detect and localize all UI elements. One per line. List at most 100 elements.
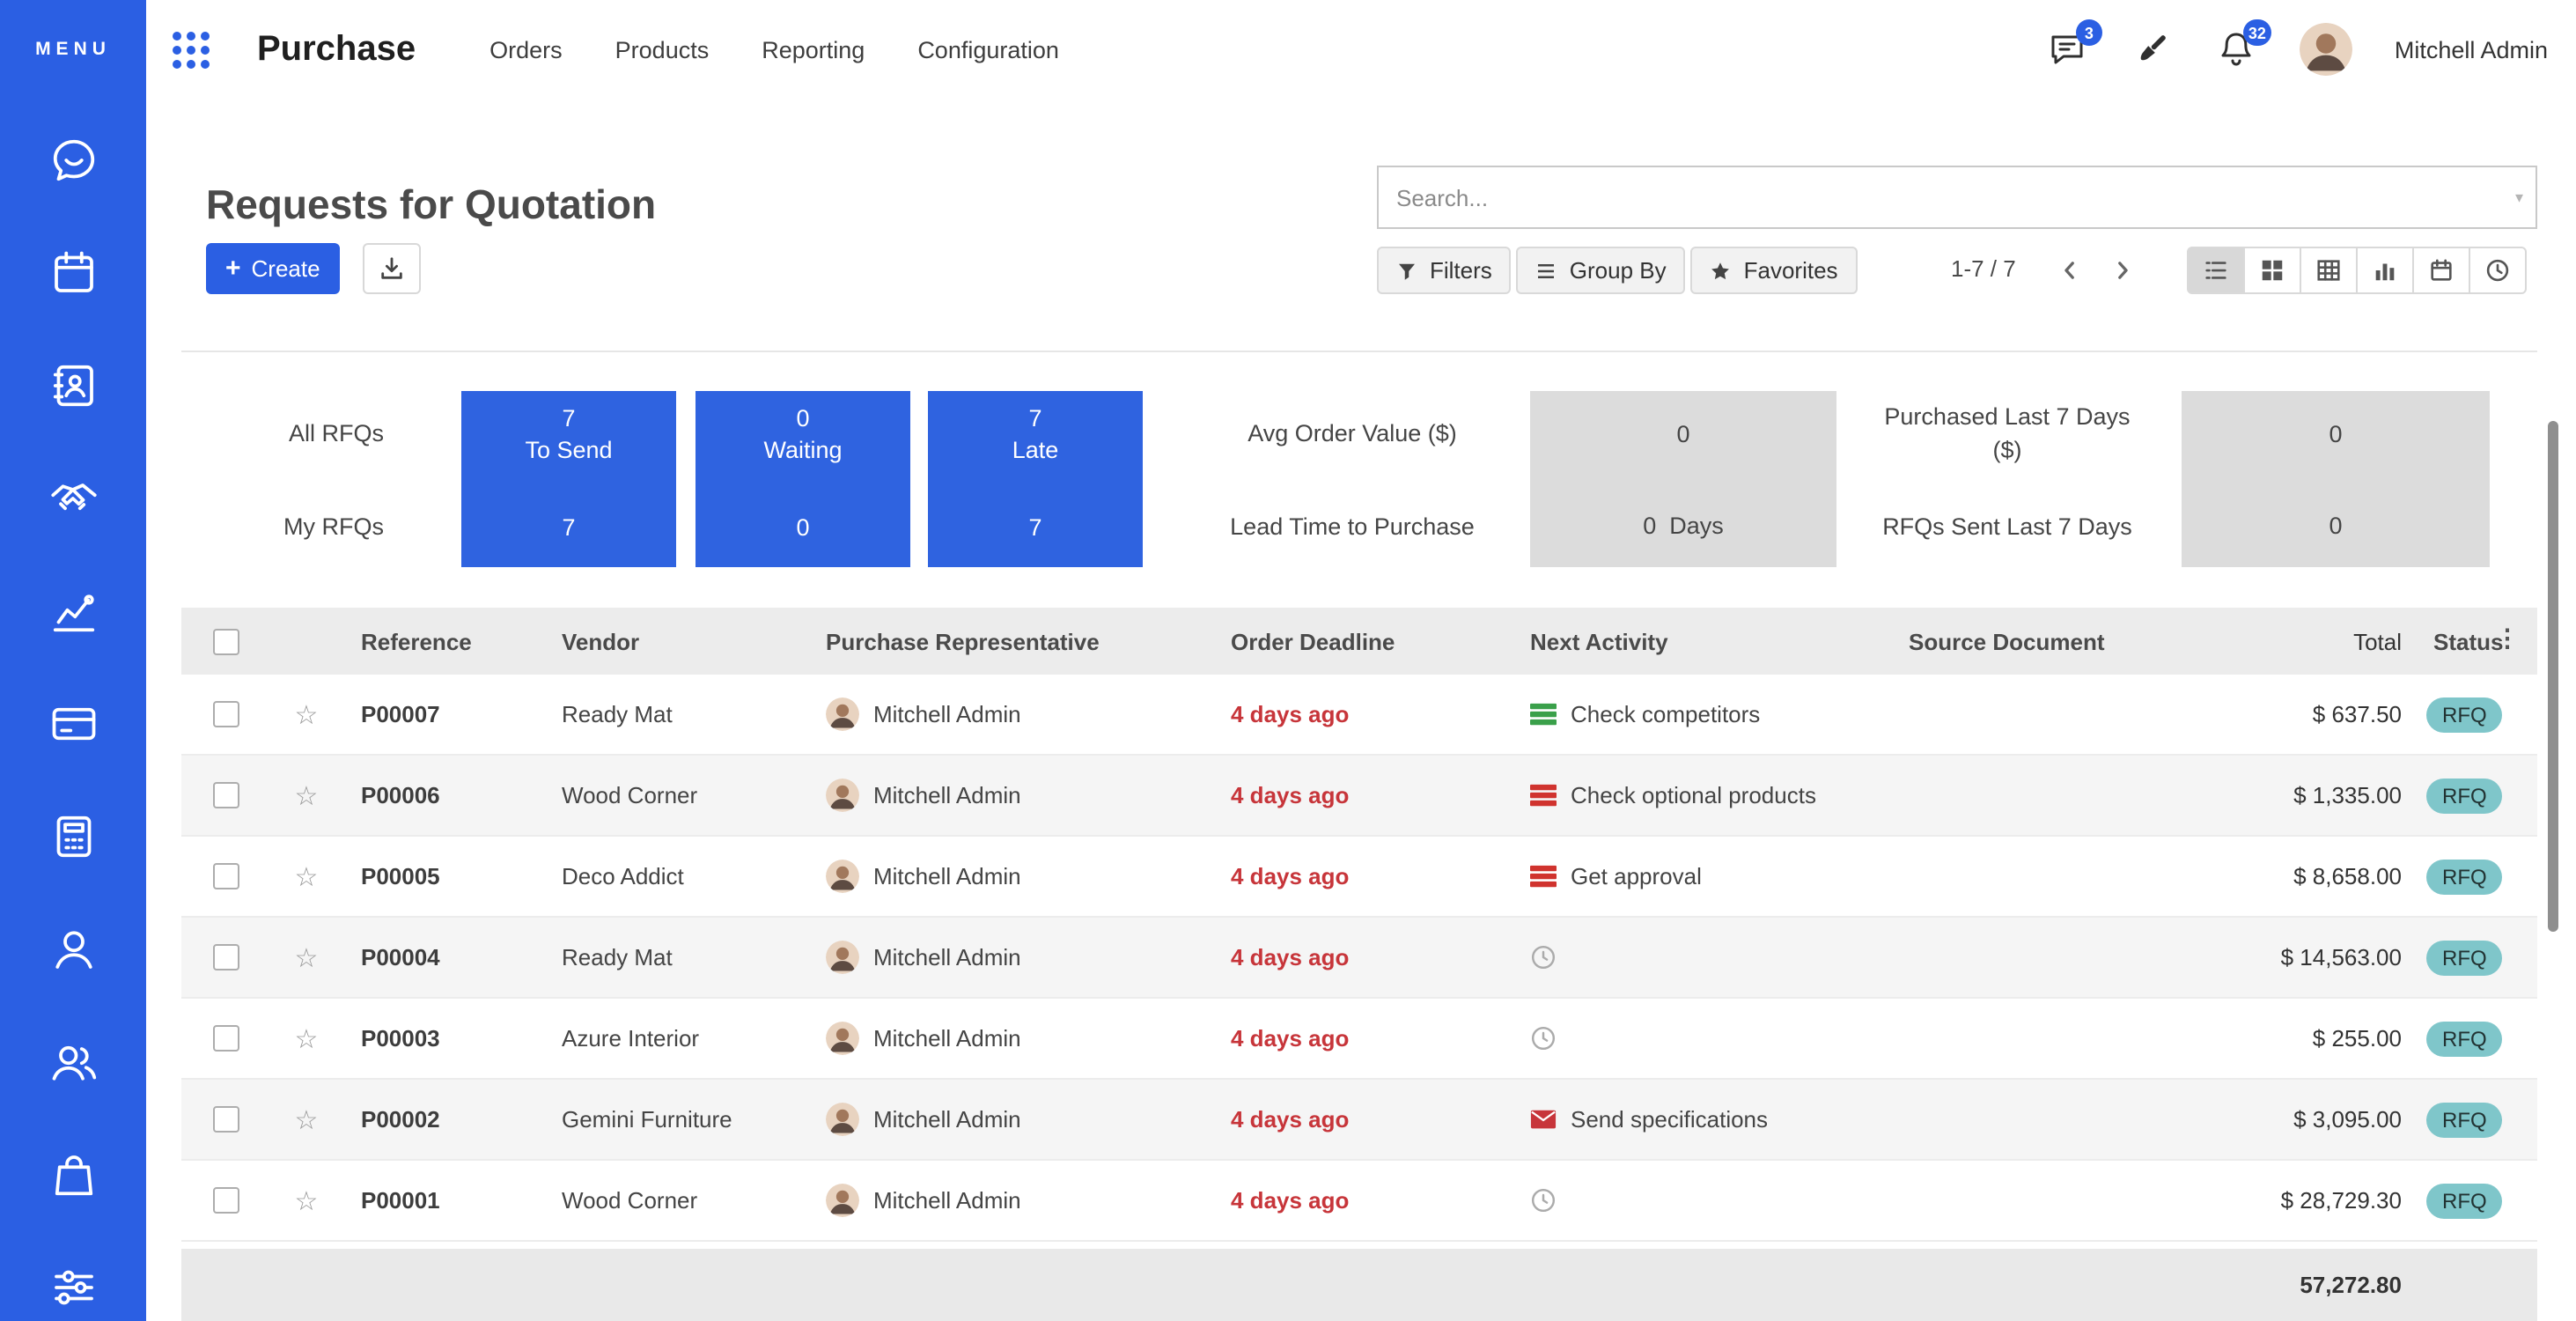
users-icon[interactable]	[47, 1036, 99, 1089]
menu-configuration[interactable]: Configuration	[917, 36, 1059, 63]
rfq-reference: P00006	[361, 782, 440, 808]
group-by-button[interactable]: Group By	[1516, 247, 1686, 294]
table-row[interactable]: ☆ P00004 Ready Mat Mitchell Admin 4 days…	[181, 918, 2537, 999]
chart-icon[interactable]	[47, 585, 99, 638]
paintbrush-icon[interactable]	[2131, 28, 2173, 70]
next-activity[interactable]: Get approval	[1512, 863, 1891, 889]
header-total[interactable]: Total	[2353, 628, 2402, 654]
next-activity[interactable]	[1512, 1187, 1891, 1214]
row-checkbox[interactable]	[212, 944, 239, 970]
header-source-document[interactable]: Source Document	[1909, 628, 2105, 654]
export-button[interactable]	[363, 243, 421, 294]
header-order-deadline[interactable]: Order Deadline	[1231, 628, 1395, 654]
apps-grid-icon[interactable]	[173, 31, 210, 68]
view-kanban-button[interactable]	[2243, 247, 2301, 294]
rep-avatar	[826, 860, 859, 893]
app-title: Purchase	[257, 29, 416, 68]
calculator-icon[interactable]	[47, 810, 99, 863]
view-graph-button[interactable]	[2356, 247, 2414, 294]
purchase-representative: Mitchell Admin	[808, 941, 1213, 974]
group-by-icon	[1538, 262, 1555, 278]
tile-to-send[interactable]: 7 To Send 7	[461, 391, 676, 567]
user-avatar[interactable]	[2299, 23, 2352, 76]
next-activity[interactable]: Check optional products	[1512, 782, 1891, 808]
status-badge: RFQ	[2426, 1021, 2503, 1056]
table-row[interactable]: ☆ P00006 Wood Corner Mitchell Admin 4 da…	[181, 756, 2537, 837]
discuss-chat-icon[interactable]	[47, 134, 99, 187]
late-my-count: 7	[1028, 514, 1042, 541]
messages-icon[interactable]: 3	[2046, 19, 2102, 70]
total-amount: $ 14,563.00	[2280, 944, 2402, 970]
user-icon[interactable]	[47, 923, 99, 976]
total-amount: $ 3,095.00	[2293, 1106, 2402, 1133]
filters-button[interactable]: Filters	[1377, 247, 1512, 294]
view-calendar-button[interactable]	[2412, 247, 2470, 294]
vertical-scrollbar[interactable]	[2548, 421, 2558, 932]
search-caret-icon[interactable]: ▾	[2514, 188, 2523, 206]
header-status[interactable]: Status	[2433, 628, 2504, 654]
tile-waiting[interactable]: 0 Waiting 0	[696, 391, 910, 567]
view-list-button[interactable]	[2187, 247, 2245, 294]
menu-reporting[interactable]: Reporting	[762, 36, 865, 63]
header-reference[interactable]: Reference	[361, 628, 472, 654]
my-rfqs-label[interactable]: My RFQs	[283, 513, 384, 540]
header-next-activity[interactable]: Next Activity	[1530, 628, 1668, 654]
all-rfqs-label[interactable]: All RFQs	[289, 420, 384, 446]
notifications-bell-icon[interactable]: 32	[2215, 19, 2271, 70]
favorite-star-icon[interactable]: ☆	[294, 781, 319, 811]
table-row[interactable]: ☆ P00005 Deco Addict Mitchell Admin 4 da…	[181, 837, 2537, 918]
shopping-bag-icon[interactable]	[47, 1148, 99, 1201]
sliders-icon[interactable]	[47, 1261, 99, 1314]
to-send-all-count: 7	[562, 405, 576, 432]
create-button[interactable]: + Create	[206, 243, 340, 294]
select-all-checkbox[interactable]	[212, 628, 239, 654]
rep-name: Mitchell Admin	[873, 944, 1021, 970]
header-vendor[interactable]: Vendor	[562, 628, 640, 654]
pager-previous-button[interactable]	[2044, 247, 2094, 294]
row-checkbox[interactable]	[212, 1187, 239, 1214]
view-activity-button[interactable]	[2469, 247, 2527, 294]
table-row[interactable]: ☆ P00003 Azure Interior Mitchell Admin 4…	[181, 999, 2537, 1080]
menu-orders[interactable]: Orders	[489, 36, 563, 63]
row-checkbox[interactable]	[212, 863, 239, 889]
table-row[interactable]: ☆ P00007 Ready Mat Mitchell Admin 4 days…	[181, 675, 2537, 756]
tile-late[interactable]: 7 Late 7	[928, 391, 1143, 567]
search-input[interactable]	[1377, 166, 2537, 229]
next-activity[interactable]	[1512, 944, 1891, 970]
activity-clock-icon	[1531, 945, 1556, 970]
favorite-star-icon[interactable]: ☆	[294, 1186, 319, 1216]
credit-card-icon[interactable]	[47, 697, 99, 750]
next-activity[interactable]	[1512, 1025, 1891, 1052]
activity-list-green-icon	[1530, 703, 1557, 726]
table-row[interactable]: ☆ P00002 Gemini Furniture Mitchell Admin…	[181, 1080, 2537, 1161]
user-name[interactable]: Mitchell Admin	[2394, 36, 2548, 63]
row-checkbox[interactable]	[212, 701, 239, 727]
graph-view-icon	[2375, 263, 2395, 281]
view-pivot-button[interactable]	[2300, 247, 2358, 294]
favorite-star-icon[interactable]: ☆	[294, 943, 319, 973]
vendor-name: Deco Addict	[562, 863, 684, 889]
table-row[interactable]: ☆ P00001 Wood Corner Mitchell Admin 4 da…	[181, 1161, 2537, 1242]
contacts-icon[interactable]	[47, 359, 99, 412]
top-navbar: Purchase Orders Products Reporting Confi…	[146, 0, 2576, 99]
favorite-star-icon[interactable]: ☆	[294, 1024, 319, 1054]
next-activity[interactable]: Check competitors	[1512, 701, 1891, 727]
favorite-star-icon[interactable]: ☆	[294, 1105, 319, 1135]
next-activity[interactable]: Send specifications	[1512, 1106, 1891, 1133]
menu-products[interactable]: Products	[615, 36, 710, 63]
row-checkbox[interactable]	[212, 782, 239, 808]
status-badge: RFQ	[2426, 859, 2503, 894]
pager-next-button[interactable]	[2097, 247, 2146, 294]
header-purchase-representative[interactable]: Purchase Representative	[826, 628, 1100, 654]
row-checkbox[interactable]	[212, 1025, 239, 1052]
favorite-star-icon[interactable]: ☆	[294, 862, 319, 892]
row-checkbox[interactable]	[212, 1106, 239, 1133]
order-deadline: 4 days ago	[1231, 782, 1350, 808]
rfqs-sent-value: 0	[2329, 513, 2343, 539]
optional-columns-icon[interactable]: ⋮	[2495, 624, 2520, 652]
calendar-icon[interactable]	[47, 247, 99, 299]
favorites-button[interactable]: Favorites	[1690, 247, 1858, 294]
favorite-star-icon[interactable]: ☆	[294, 700, 319, 730]
handshake-icon[interactable]	[47, 472, 99, 525]
